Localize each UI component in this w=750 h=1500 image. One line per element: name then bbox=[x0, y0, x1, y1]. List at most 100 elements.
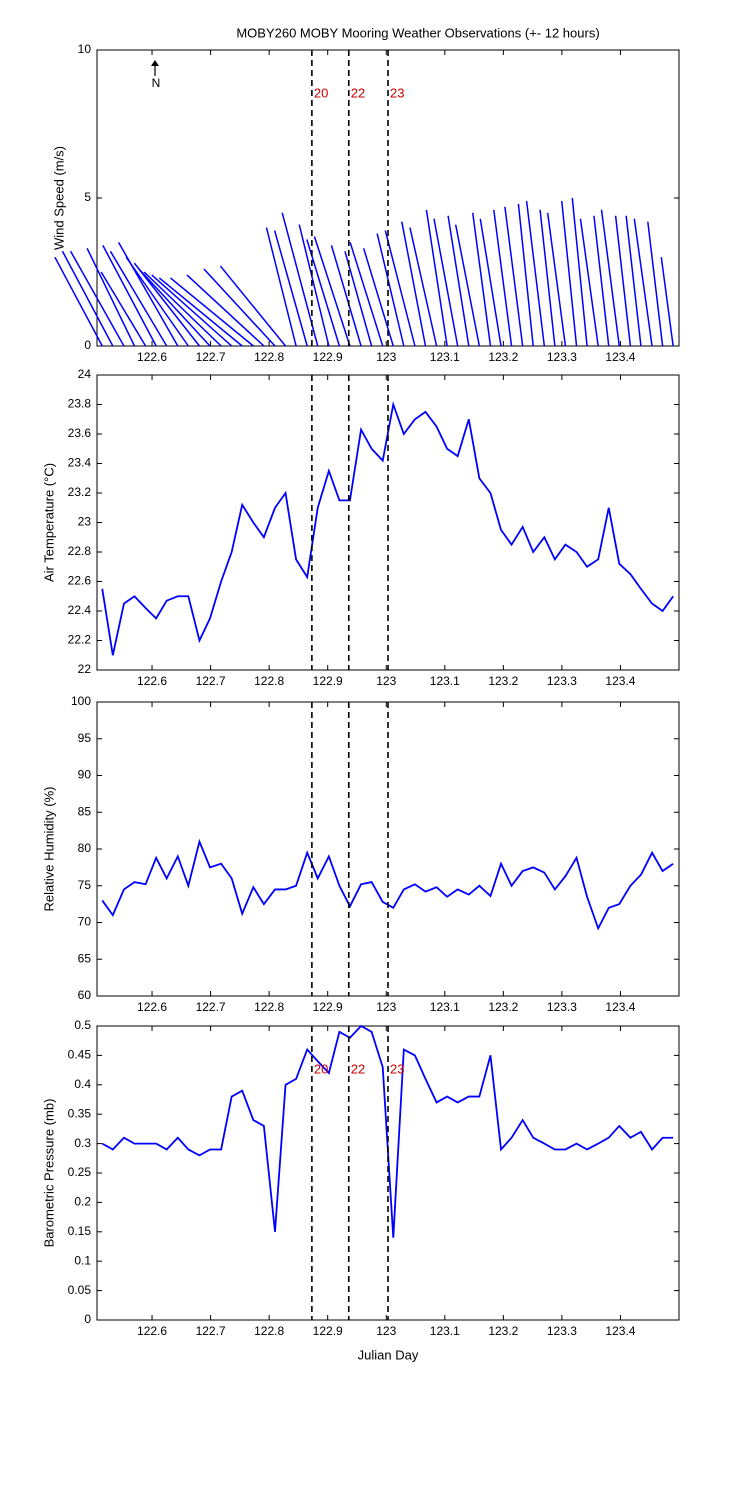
y-tick-label: 0.5 bbox=[74, 1018, 91, 1032]
wind-stick bbox=[560, 200, 578, 347]
x-tick-label: 122.6 bbox=[137, 1324, 167, 1338]
y-tick-label: 22 bbox=[78, 662, 92, 676]
x-tick-label: 122.7 bbox=[196, 1000, 226, 1014]
wind-stick bbox=[143, 271, 222, 347]
y-tick-label: 90 bbox=[78, 768, 92, 782]
y-tick-label: 5 bbox=[84, 190, 91, 204]
data-line bbox=[101, 1024, 674, 1238]
wind-stick bbox=[579, 218, 599, 347]
x-tick-label: 122.6 bbox=[137, 1000, 167, 1014]
y-tick-label: 65 bbox=[78, 951, 92, 965]
event-label: 20 bbox=[314, 85, 328, 100]
figure-title: MOBY260 MOBY Mooring Weather Observation… bbox=[236, 25, 599, 40]
y-tick-label: 23.4 bbox=[68, 456, 92, 470]
y-tick-label: 0 bbox=[84, 1312, 91, 1326]
wind-stick bbox=[425, 209, 448, 347]
wind-stick bbox=[454, 224, 481, 347]
event-label: 22 bbox=[351, 1061, 365, 1076]
x-tick-label: 123.1 bbox=[430, 1324, 460, 1338]
wind-stick bbox=[203, 268, 276, 347]
event-label: 23 bbox=[390, 1061, 404, 1076]
wind-stick bbox=[625, 215, 642, 347]
x-tick-label: 123.2 bbox=[488, 1324, 518, 1338]
y-tick-label: 23 bbox=[78, 515, 92, 529]
x-tick-label: 122.8 bbox=[254, 674, 284, 688]
wind-stick bbox=[504, 206, 524, 347]
wind-stick bbox=[401, 221, 427, 347]
wind-stick bbox=[69, 250, 125, 347]
x-tick-label: 123 bbox=[376, 1000, 396, 1014]
x-tick-label: 122.9 bbox=[313, 1324, 343, 1338]
y-tick-label: 0.4 bbox=[74, 1077, 91, 1091]
wind-stick bbox=[479, 218, 502, 347]
x-tick-label: 123.4 bbox=[605, 1324, 635, 1338]
y-tick-label: 0.3 bbox=[74, 1136, 91, 1150]
x-tick-label: 123.4 bbox=[605, 350, 635, 364]
y-tick-label: 60 bbox=[78, 988, 92, 1002]
wind-stick bbox=[525, 200, 546, 347]
wind-stick bbox=[298, 224, 330, 347]
x-tick-label: 122.7 bbox=[196, 350, 226, 364]
wind-stick bbox=[471, 212, 492, 347]
wind-stick bbox=[647, 221, 664, 347]
x-tick-label: 123.2 bbox=[488, 674, 518, 688]
y-tick-label: 0.45 bbox=[68, 1048, 92, 1062]
x-tick-label: 123 bbox=[376, 1324, 396, 1338]
y-tick-label: 23.2 bbox=[68, 485, 92, 499]
x-tick-label: 122.7 bbox=[196, 674, 226, 688]
y-tick-label: 0.2 bbox=[74, 1195, 91, 1209]
y-tick-label: 22.6 bbox=[68, 574, 92, 588]
wind-stick bbox=[61, 250, 114, 347]
wind-stick bbox=[409, 227, 438, 347]
wind-stick bbox=[265, 227, 297, 347]
wind-stick bbox=[138, 268, 211, 347]
wind-stick bbox=[219, 265, 287, 347]
wind-stick bbox=[158, 277, 243, 347]
wind-stick bbox=[151, 274, 233, 347]
wind-stick bbox=[344, 251, 373, 347]
wind-stick bbox=[633, 218, 653, 347]
wind-stick bbox=[313, 236, 351, 347]
wind-stick bbox=[593, 215, 610, 347]
wind-stick bbox=[133, 262, 201, 347]
y-tick-label: 23.6 bbox=[68, 426, 92, 440]
y-tick-label: 0.25 bbox=[68, 1165, 92, 1179]
x-tick-label: 122.7 bbox=[196, 1324, 226, 1338]
y-tick-label: 85 bbox=[78, 804, 92, 818]
wind-stick bbox=[109, 250, 168, 347]
data-line bbox=[101, 401, 674, 656]
y-tick-label: 23.8 bbox=[68, 397, 92, 411]
x-tick-label: 123 bbox=[376, 350, 396, 364]
y-axis-label: Air Temperature (°C) bbox=[41, 463, 56, 582]
wind-stick bbox=[330, 245, 362, 347]
wind-stick bbox=[54, 256, 103, 347]
x-tick-label: 123.3 bbox=[547, 350, 577, 364]
wind-stick bbox=[186, 274, 265, 347]
event-label: 22 bbox=[351, 85, 365, 100]
wind-stick bbox=[614, 215, 632, 347]
x-tick-label: 123.2 bbox=[488, 350, 518, 364]
wind-stick bbox=[447, 215, 470, 347]
wind-stick bbox=[273, 230, 308, 347]
y-axis-label: Relative Humidity (%) bbox=[41, 787, 56, 912]
y-tick-label: 75 bbox=[78, 878, 92, 892]
x-tick-label: 122.9 bbox=[313, 1000, 343, 1014]
y-tick-label: 70 bbox=[78, 915, 92, 929]
y-tick-label: 24 bbox=[78, 367, 92, 381]
y-tick-label: 22.2 bbox=[68, 633, 92, 647]
y-tick-label: 0.05 bbox=[68, 1283, 92, 1297]
y-tick-label: 0 bbox=[84, 338, 91, 352]
x-tick-label: 122.9 bbox=[313, 674, 343, 688]
y-tick-label: 95 bbox=[78, 731, 92, 745]
y-tick-label: 22.8 bbox=[68, 544, 92, 558]
x-tick-label: 122.8 bbox=[254, 350, 284, 364]
x-tick-label: 123.2 bbox=[488, 1000, 518, 1014]
x-tick-label: 123 bbox=[376, 674, 396, 688]
wind-stick bbox=[376, 233, 405, 347]
wind-stick bbox=[362, 248, 394, 347]
x-tick-label: 123.3 bbox=[547, 674, 577, 688]
wind-stick bbox=[539, 209, 556, 347]
x-axis-label: Julian Day bbox=[358, 1347, 419, 1362]
wind-stick bbox=[125, 256, 189, 347]
